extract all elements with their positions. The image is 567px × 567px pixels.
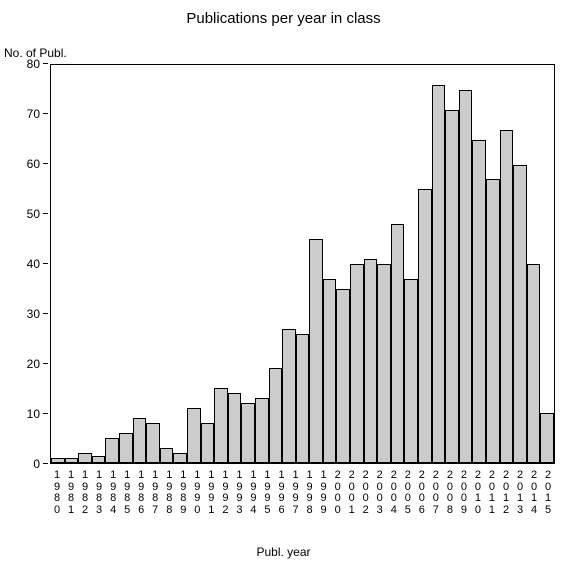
bars-group xyxy=(51,65,554,463)
x-tick-label: 2001 xyxy=(345,470,359,516)
y-tick-label: 40 xyxy=(27,257,40,271)
x-tick-label: 2000 xyxy=(331,470,345,516)
x-tick-label: 2002 xyxy=(359,470,373,516)
bar xyxy=(228,393,242,463)
bar xyxy=(255,398,269,463)
bar xyxy=(472,140,486,463)
y-tick-mark xyxy=(43,213,48,214)
bar xyxy=(119,433,133,463)
y-tick-label: 20 xyxy=(27,357,40,371)
bar xyxy=(173,453,187,463)
y-tick-mark xyxy=(43,113,48,114)
y-tick-label: 30 xyxy=(27,307,40,321)
bar xyxy=(350,264,364,463)
x-tick-label: 1984 xyxy=(106,470,120,516)
x-tick-label: 2008 xyxy=(443,470,457,516)
x-tick-label: 1986 xyxy=(134,470,148,516)
x-tick-label: 1991 xyxy=(204,470,218,516)
bar xyxy=(418,189,432,463)
x-tick-label: 2007 xyxy=(429,470,443,516)
y-tick-label: 10 xyxy=(27,407,40,421)
y-tick-label: 50 xyxy=(27,207,40,221)
y-tick-mark xyxy=(43,263,48,264)
bar xyxy=(160,448,174,463)
x-tick-label: 2011 xyxy=(485,470,499,516)
bar xyxy=(500,130,514,463)
bar xyxy=(309,239,323,463)
bar xyxy=(404,279,418,463)
bar xyxy=(92,456,106,463)
y-tick-mark xyxy=(43,413,48,414)
bar xyxy=(201,423,215,463)
bar xyxy=(65,458,79,463)
x-tick-label: 2009 xyxy=(457,470,471,516)
y-tick-label: 70 xyxy=(27,107,40,121)
x-tick-label: 2005 xyxy=(401,470,415,516)
bar xyxy=(146,423,160,463)
bar xyxy=(105,438,119,463)
bar xyxy=(187,408,201,463)
chart-title: Publications per year in class xyxy=(0,10,567,27)
publications-bar-chart: Publications per year in class No. of Pu… xyxy=(0,0,567,567)
x-axis-labels: 1980198119821983198419851986198719881989… xyxy=(50,470,555,516)
x-tick-label: 2010 xyxy=(471,470,485,516)
bar xyxy=(432,85,446,463)
x-tick-label: 2013 xyxy=(513,470,527,516)
bar xyxy=(78,453,92,463)
x-tick-label: 2006 xyxy=(415,470,429,516)
x-tick-label: 1996 xyxy=(275,470,289,516)
x-axis-title: Publ. year xyxy=(0,545,567,559)
bar xyxy=(133,418,147,463)
x-tick-label: 1989 xyxy=(176,470,190,516)
x-tick-label: 1983 xyxy=(92,470,106,516)
bar xyxy=(486,179,500,463)
bar xyxy=(323,279,337,463)
y-tick-mark xyxy=(43,163,48,164)
x-tick-label: 1995 xyxy=(260,470,274,516)
y-tick-label: 0 xyxy=(33,457,40,471)
x-tick-label: 2015 xyxy=(541,470,555,516)
bar xyxy=(282,329,296,463)
x-tick-label: 1997 xyxy=(289,470,303,516)
x-tick-label: 1993 xyxy=(232,470,246,516)
x-tick-label: 1987 xyxy=(148,470,162,516)
y-tick-mark xyxy=(43,63,48,64)
y-tick-mark xyxy=(43,313,48,314)
x-tick-label: 1985 xyxy=(120,470,134,516)
x-tick-label: 2004 xyxy=(387,470,401,516)
y-tick-mark xyxy=(43,463,48,464)
bar xyxy=(241,403,255,463)
x-tick-label: 1992 xyxy=(218,470,232,516)
x-tick-label: 1988 xyxy=(162,470,176,516)
x-tick-label: 1999 xyxy=(317,470,331,516)
x-tick-label: 1990 xyxy=(190,470,204,516)
y-tick-mark xyxy=(43,363,48,364)
x-tick-label: 1998 xyxy=(303,470,317,516)
x-tick-label: 2003 xyxy=(373,470,387,516)
x-tick-label: 1982 xyxy=(78,470,92,516)
plot-area xyxy=(50,64,555,464)
bar xyxy=(391,224,405,463)
x-tick-label: 1980 xyxy=(50,470,64,516)
y-tick-label: 60 xyxy=(27,157,40,171)
bar xyxy=(296,334,310,463)
bar xyxy=(540,413,554,463)
bar xyxy=(51,458,65,463)
x-tick-label: 1981 xyxy=(64,470,78,516)
bar xyxy=(364,259,378,463)
bar xyxy=(377,264,391,463)
y-tick-label: 80 xyxy=(27,57,40,71)
bar xyxy=(459,90,473,463)
bar xyxy=(513,165,527,464)
x-tick-label: 2012 xyxy=(499,470,513,516)
bar xyxy=(445,110,459,463)
x-tick-label: 2014 xyxy=(527,470,541,516)
bar xyxy=(527,264,541,463)
bar xyxy=(336,289,350,463)
x-tick-label: 1994 xyxy=(246,470,260,516)
y-axis-ticks: 01020304050607080 xyxy=(0,64,50,464)
bar xyxy=(269,368,283,463)
bar xyxy=(214,388,228,463)
